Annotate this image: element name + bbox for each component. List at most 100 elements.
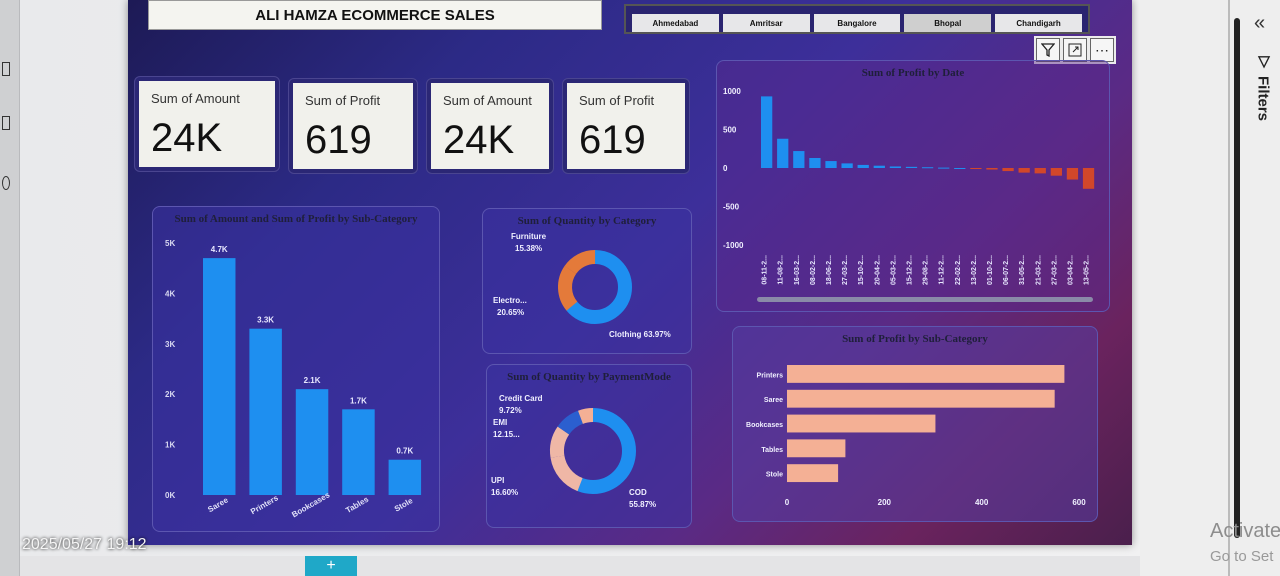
bar bbox=[1018, 168, 1030, 173]
kpi-card-amount: Sum of Amount 24K bbox=[134, 76, 280, 172]
profit-by-subcategory-chart[interactable]: Sum of Profit by Sub-Category Printers Sa… bbox=[732, 326, 1098, 522]
x-tick-label: Stole bbox=[393, 496, 415, 514]
add-page-button[interactable]: + bbox=[305, 556, 357, 576]
x-tick-label: 27-03-2... bbox=[842, 255, 849, 285]
kpi-card-profit-2: Sum of Profit 619 bbox=[562, 78, 690, 174]
y-tick-label: Saree bbox=[764, 397, 783, 404]
y-tick-label: 0 bbox=[723, 164, 728, 173]
kpi-label: Sum of Profit bbox=[579, 93, 655, 108]
slicer-option-amritsar[interactable]: Amritsar bbox=[722, 14, 810, 32]
slice-label: EMI bbox=[493, 418, 507, 427]
slice-label: COD bbox=[629, 488, 647, 497]
slice-percent: 9.72% bbox=[499, 406, 522, 415]
y-tick-label: -500 bbox=[723, 203, 740, 212]
x-tick-label: 16-03-2... bbox=[794, 255, 801, 285]
data-label: 0.7K bbox=[396, 447, 413, 456]
report-title: ALI HAMZA ECOMMERCE SALES bbox=[148, 0, 602, 30]
profit-by-date-chart[interactable]: Sum of Profit by Date 1000 500 0 -500 -1000 0… bbox=[716, 60, 1110, 312]
vertical-scrollbar[interactable] bbox=[1234, 18, 1240, 538]
x-tick-label: Saree bbox=[206, 495, 230, 514]
x-tick-label: 05-03-2... bbox=[890, 255, 897, 285]
filter-icon: ▽ bbox=[1255, 52, 1272, 70]
y-tick-label: Bookcases bbox=[746, 422, 783, 429]
x-tick-label: 13-02-2... bbox=[971, 255, 978, 285]
donut-slice bbox=[550, 408, 636, 494]
bar bbox=[1082, 168, 1095, 189]
x-tick-label: 18-06-2... bbox=[826, 255, 833, 285]
bar bbox=[986, 168, 998, 170]
slice-label: Electro... bbox=[493, 296, 527, 305]
slice-percent: 16.60% bbox=[491, 488, 518, 497]
x-tick-label: Printers bbox=[249, 493, 280, 516]
slicer-option-ahmedabad[interactable]: Ahmedabad bbox=[632, 14, 719, 32]
bar bbox=[787, 439, 846, 458]
bar bbox=[1034, 168, 1046, 174]
bar bbox=[761, 96, 773, 168]
x-tick-label: 29-08-2... bbox=[923, 255, 930, 285]
x-tick-label: 06-07-2... bbox=[1003, 255, 1010, 285]
filters-text: Filters bbox=[1254, 76, 1272, 122]
activate-watermark-sub: Go to Set bbox=[1210, 548, 1274, 565]
x-tick-label: 27-03-2... bbox=[1051, 255, 1058, 285]
photo-timestamp: 2025/05/27 19:12 bbox=[22, 536, 147, 553]
x-tick-label: 11-12-2... bbox=[939, 255, 946, 285]
slice-label: Furniture bbox=[511, 232, 547, 241]
y-tick-label: Tables bbox=[761, 447, 783, 454]
bar bbox=[1002, 168, 1014, 172]
y-tick-label: -1000 bbox=[723, 241, 744, 250]
bar bbox=[777, 138, 789, 168]
x-tick-label: 20-04-2... bbox=[874, 255, 881, 285]
quantity-paymentmode-donut[interactable]: Sum of Quantity by PaymentMode COD 55.87%… bbox=[486, 364, 692, 528]
slice-percent: 12.15... bbox=[493, 430, 520, 439]
bar-chart-svg: Printers Saree Bookcases Tables Stole 0 200 400… bbox=[746, 365, 1086, 507]
chart-title: Sum of Quantity by Category bbox=[517, 215, 657, 227]
kpi-value: 619 bbox=[305, 118, 372, 162]
bar bbox=[388, 459, 422, 495]
bar bbox=[905, 166, 918, 168]
slice-percent: 20.65% bbox=[497, 308, 524, 317]
bar bbox=[889, 166, 902, 168]
x-tick-label: 600 bbox=[1072, 498, 1086, 507]
model-view-icon[interactable] bbox=[2, 176, 10, 190]
x-tick-label: 31-05-2... bbox=[1019, 255, 1026, 285]
x-tick-label: Tables bbox=[344, 494, 370, 514]
table-view-icon[interactable] bbox=[2, 116, 10, 130]
y-tick-label: 3K bbox=[165, 340, 175, 349]
filter-icon[interactable] bbox=[1036, 38, 1060, 62]
donut-chart-svg: COD 55.87% UPI 16.60% EMI 12.15... Credit Card… bbox=[491, 394, 656, 509]
bar bbox=[793, 151, 805, 168]
y-tick-label: 1K bbox=[165, 441, 175, 450]
x-tick-label: 03-04-2... bbox=[1067, 255, 1074, 285]
x-tick-label: 21-03-2... bbox=[1035, 255, 1042, 285]
y-tick-label: 5K bbox=[165, 239, 175, 248]
slicer-option-bhopal[interactable]: Bhopal bbox=[904, 14, 992, 32]
slicer-option-bangalore[interactable]: Bangalore bbox=[813, 14, 901, 32]
city-slicer[interactable]: Ahmedabad Amritsar Bangalore Bhopal Chan… bbox=[624, 4, 1090, 34]
slicer-option-chandigarh[interactable]: Chandigarh bbox=[995, 14, 1082, 32]
bar bbox=[1066, 168, 1079, 180]
bar bbox=[787, 414, 936, 433]
kpi-label: Sum of Amount bbox=[443, 93, 532, 108]
x-tick-label: 08-11-2... bbox=[762, 255, 769, 285]
chart-title: Sum of Profit by Sub-Category bbox=[842, 333, 988, 345]
quantity-category-donut[interactable]: Sum of Quantity by Category Clothing 63.… bbox=[482, 208, 692, 354]
kpi-value: 24K bbox=[443, 118, 515, 162]
y-tick-label: Stole bbox=[766, 472, 783, 479]
y-tick-label: 0K bbox=[165, 491, 175, 500]
bar bbox=[970, 168, 982, 169]
horizontal-scrollbar[interactable] bbox=[757, 297, 1093, 302]
activate-watermark: Activate bbox=[1210, 520, 1280, 542]
y-tick-label: Printers bbox=[757, 372, 784, 379]
x-tick-label: 15-12-2... bbox=[906, 255, 913, 285]
report-view-icon[interactable] bbox=[2, 62, 10, 76]
bar bbox=[787, 389, 1055, 408]
amount-profit-subcategory-chart[interactable]: Sum of Amount and Sum of Profit by Sub-C… bbox=[152, 206, 440, 532]
left-edge-toolbar bbox=[0, 0, 20, 576]
chevron-left-double-icon[interactable]: « bbox=[1254, 12, 1266, 34]
x-tick-label: 22-02-2... bbox=[955, 255, 962, 285]
filters-pane-label[interactable]: ▽ Filters bbox=[1248, 52, 1278, 142]
slice-label: Clothing 63.97% bbox=[609, 330, 671, 339]
filters-pane[interactable] bbox=[1140, 0, 1280, 576]
more-options-icon[interactable]: ⋯ bbox=[1090, 38, 1114, 62]
focus-mode-icon[interactable] bbox=[1063, 38, 1087, 62]
